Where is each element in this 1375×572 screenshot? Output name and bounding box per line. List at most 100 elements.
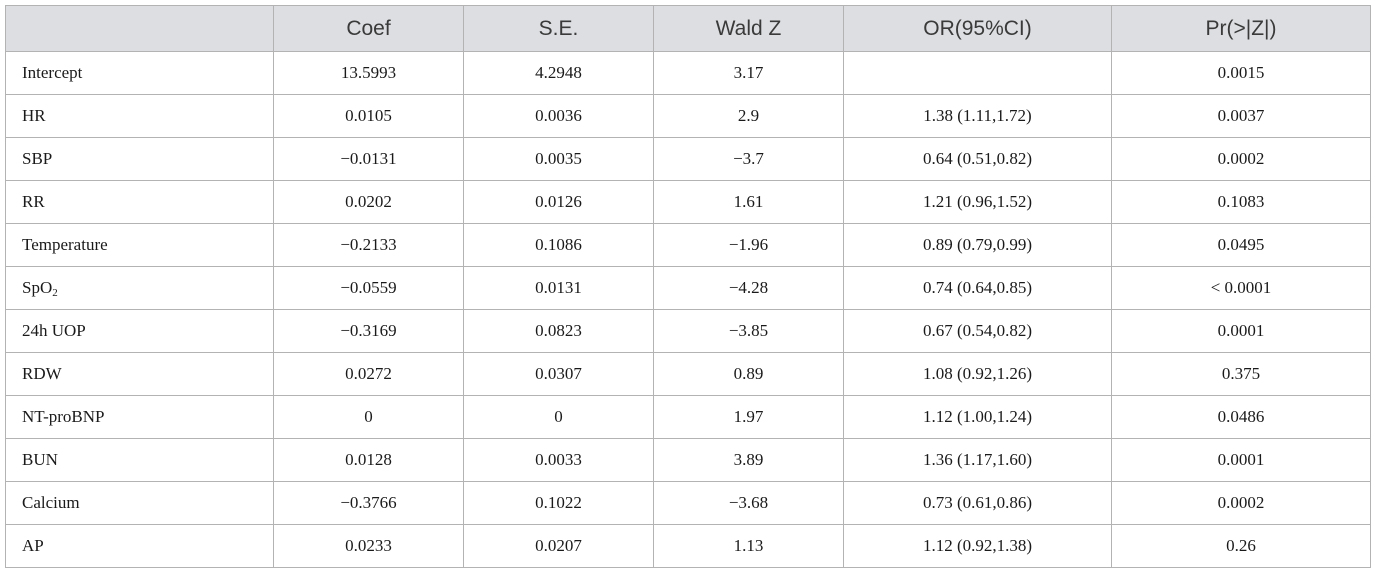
row-label: BUN [5, 438, 274, 482]
cell-coef: 0.0128 [273, 438, 464, 482]
cell-wald-z: −3.68 [653, 481, 844, 525]
cell-or-95ci: 0.67 (0.54,0.82) [843, 309, 1112, 353]
cell-p-value: 0.1083 [1111, 180, 1371, 224]
row-label-subscript: 2 [52, 286, 58, 299]
cell-or-95ci: 1.21 (0.96,1.52) [843, 180, 1112, 224]
row-label: NT-proBNP [5, 395, 274, 439]
table-row: AP 0.0233 0.0207 1.13 1.12 (0.92,1.38) 0.26 [5, 524, 1371, 568]
header-p-value: Pr(>|Z|) [1111, 5, 1371, 52]
cell-coef: 0.0272 [273, 352, 464, 396]
cell-wald-z: 0.89 [653, 352, 844, 396]
cell-coef: −0.2133 [273, 223, 464, 267]
cell-se: 0.0033 [463, 438, 654, 482]
row-label-text: SBP [22, 149, 53, 168]
row-label-text: HR [22, 106, 46, 125]
row-label-text: RDW [22, 364, 62, 383]
table-row: Intercept 13.5993 4.2948 3.17 0.0015 [5, 51, 1371, 95]
cell-se: 0.0126 [463, 180, 654, 224]
cell-wald-z: 1.97 [653, 395, 844, 439]
table-row: Calcium −0.3766 0.1022 −3.68 0.73 (0.61,0.86… [5, 481, 1371, 525]
cell-p-value: 0.0002 [1111, 481, 1371, 525]
cell-p-value: 0.0037 [1111, 94, 1371, 138]
row-label: Intercept [5, 51, 274, 95]
cell-se: 0.0207 [463, 524, 654, 568]
cell-p-value: < 0.0001 [1111, 266, 1371, 310]
cell-se: 0.1086 [463, 223, 654, 267]
regression-coefficients-table: Coef S.E. Wald Z OR(95%CI) Pr(>|Z|) Inte… [5, 5, 1371, 568]
cell-p-value: 0.0495 [1111, 223, 1371, 267]
row-label: Calcium [5, 481, 274, 525]
row-label: RDW [5, 352, 274, 396]
header-coef: Coef [273, 5, 464, 52]
cell-coef: 0 [273, 395, 464, 439]
cell-wald-z: 2.9 [653, 94, 844, 138]
table-row: Temperature −0.2133 0.1086 −1.96 0.89 (0.79,… [5, 223, 1371, 267]
row-label-text: SpO [22, 277, 53, 297]
cell-coef: 13.5993 [273, 51, 464, 95]
row-label: Temperature [5, 223, 274, 267]
cell-wald-z: −4.28 [653, 266, 844, 310]
table-row: 24h UOP −0.3169 0.0823 −3.85 0.67 (0.54,0.82… [5, 309, 1371, 353]
cell-coef: 0.0202 [273, 180, 464, 224]
header-row: Coef S.E. Wald Z OR(95%CI) Pr(>|Z|) [5, 5, 1371, 52]
cell-or-95ci: 1.36 (1.17,1.60) [843, 438, 1112, 482]
cell-p-value: 0.375 [1111, 352, 1371, 396]
cell-p-value: 0.0015 [1111, 51, 1371, 95]
cell-or-95ci: 0.74 (0.64,0.85) [843, 266, 1112, 310]
cell-or-95ci: 0.73 (0.61,0.86) [843, 481, 1112, 525]
cell-or-95ci: 1.38 (1.11,1.72) [843, 94, 1112, 138]
cell-coef: −0.0131 [273, 137, 464, 181]
cell-coef: 0.0105 [273, 94, 464, 138]
table-row: RR 0.0202 0.0126 1.61 1.21 (0.96,1.52) 0.1083 [5, 180, 1371, 224]
header-or-95ci: OR(95%CI) [843, 5, 1112, 52]
row-label-text: Calcium [22, 493, 80, 512]
cell-or-95ci: 0.89 (0.79,0.99) [843, 223, 1112, 267]
cell-se: 0 [463, 395, 654, 439]
cell-coef: −0.3766 [273, 481, 464, 525]
row-label-text: BUN [22, 450, 58, 469]
table-row: HR 0.0105 0.0036 2.9 1.38 (1.11,1.72) 0.0037 [5, 94, 1371, 138]
row-label: HR [5, 94, 274, 138]
regression-table-container: Coef S.E. Wald Z OR(95%CI) Pr(>|Z|) Inte… [5, 5, 1371, 568]
cell-se: 4.2948 [463, 51, 654, 95]
cell-wald-z: −3.85 [653, 309, 844, 353]
cell-or-95ci [843, 51, 1112, 95]
cell-or-95ci: 0.64 (0.51,0.82) [843, 137, 1112, 181]
cell-se: 0.1022 [463, 481, 654, 525]
table-body: Intercept 13.5993 4.2948 3.17 0.0015 HR 0.0105… [5, 51, 1371, 568]
row-label-text: NT-proBNP [22, 407, 105, 426]
cell-p-value: 0.0001 [1111, 309, 1371, 353]
table-row: RDW 0.0272 0.0307 0.89 1.08 (0.92,1.26) 0.375 [5, 352, 1371, 396]
row-label-text: Temperature [22, 235, 108, 254]
row-label-text: 24h UOP [22, 321, 86, 340]
cell-wald-z: −3.7 [653, 137, 844, 181]
header-variable [5, 5, 274, 52]
cell-coef: −0.3169 [273, 309, 464, 353]
cell-p-value: 0.0002 [1111, 137, 1371, 181]
cell-se: 0.0036 [463, 94, 654, 138]
row-label: AP [5, 524, 274, 568]
header-wald-z: Wald Z [653, 5, 844, 52]
row-label-text: Intercept [22, 63, 83, 82]
cell-wald-z: −1.96 [653, 223, 844, 267]
row-label: SBP [5, 137, 274, 181]
row-label: SpO2 [5, 266, 274, 310]
cell-wald-z: 3.89 [653, 438, 844, 482]
table-row: SBP −0.0131 0.0035 −3.7 0.64 (0.51,0.82) 0.00… [5, 137, 1371, 181]
cell-coef: 0.0233 [273, 524, 464, 568]
cell-se: 0.0131 [463, 266, 654, 310]
cell-wald-z: 3.17 [653, 51, 844, 95]
cell-coef: −0.0559 [273, 266, 464, 310]
cell-wald-z: 1.13 [653, 524, 844, 568]
cell-wald-z: 1.61 [653, 180, 844, 224]
table-row: NT-proBNP 0 0 1.97 1.12 (1.00,1.24) 0.0486 [5, 395, 1371, 439]
cell-or-95ci: 1.12 (1.00,1.24) [843, 395, 1112, 439]
cell-p-value: 0.26 [1111, 524, 1371, 568]
table-row: BUN 0.0128 0.0033 3.89 1.36 (1.17,1.60) 0.000… [5, 438, 1371, 482]
cell-se: 0.0823 [463, 309, 654, 353]
row-label: 24h UOP [5, 309, 274, 353]
row-label-text: AP [22, 536, 44, 555]
table-header: Coef S.E. Wald Z OR(95%CI) Pr(>|Z|) [5, 5, 1371, 52]
table-row: SpO2 −0.0559 0.0131 −4.28 0.74 (0.64,0.85) < … [5, 266, 1371, 310]
cell-or-95ci: 1.08 (0.92,1.26) [843, 352, 1112, 396]
